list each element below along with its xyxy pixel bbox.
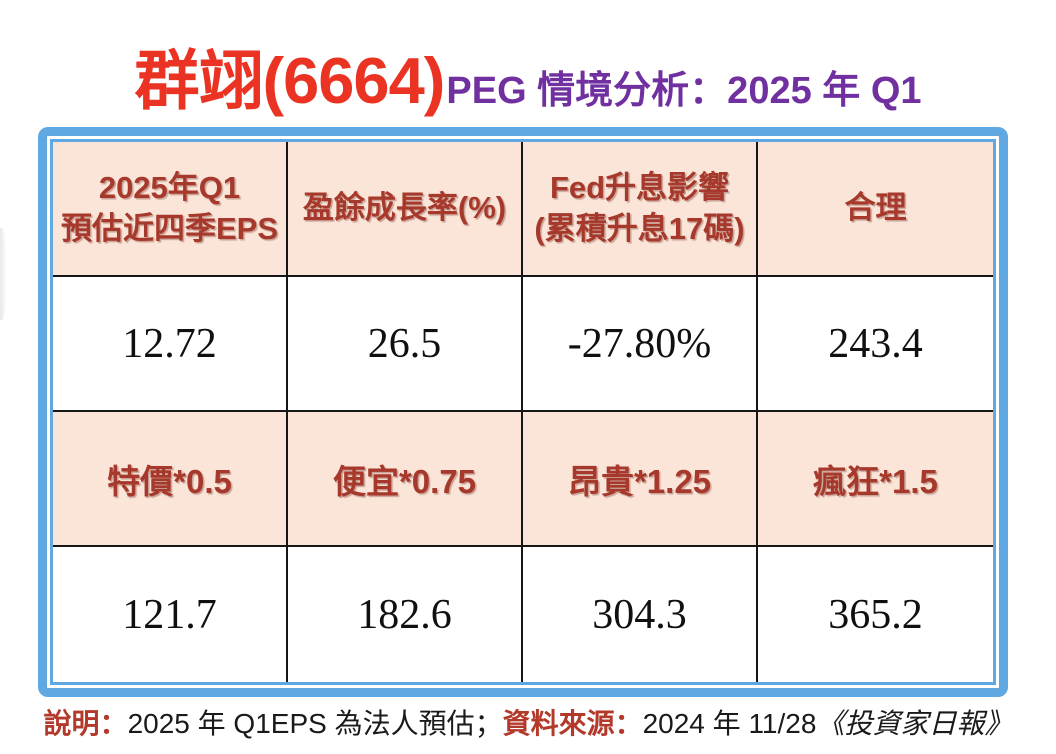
title-subtitle: PEG 情境分析：2025 年 Q1 — [446, 70, 922, 112]
header-row: 2025年Q1 預估近四季EPS 盈餘成長率(%) Fed升息影響 (累積升息1… — [53, 142, 993, 277]
table-cell: -27.80% — [523, 277, 758, 410]
cell-value: 12.72 — [122, 320, 217, 367]
table-cell: 243.4 — [758, 277, 993, 410]
header-text: 盈餘成長率(%) — [302, 190, 507, 226]
stray-artifact — [0, 228, 7, 320]
table-cell: 26.5 — [288, 277, 523, 410]
table-cell: 瘋狂*1.5 — [758, 412, 993, 545]
header-cell-growth: 盈餘成長率(%) — [288, 142, 523, 275]
header-text: Fed升息影響 — [549, 169, 730, 205]
header-cell-fed: Fed升息影響 (累積升息17碼) — [523, 142, 758, 275]
scenario-label: 便宜*0.75 — [332, 462, 477, 500]
cell-value: 182.6 — [357, 591, 452, 638]
header-cell-eps: 2025年Q1 預估近四季EPS — [53, 142, 288, 275]
table-cell: 12.72 — [53, 277, 288, 410]
header-text: 合理 — [844, 190, 907, 226]
header-text: 預估近四季EPS — [60, 210, 279, 246]
source-date: 2024 年 11/28 — [642, 708, 817, 739]
cell-value: 243.4 — [828, 320, 923, 367]
table-cell: 便宜*0.75 — [288, 412, 523, 545]
note-text: 2025 年 Q1EPS 為法人預估； — [127, 708, 503, 739]
stock-name: 群翊(6664) — [134, 44, 445, 117]
table-cell: 昂貴*1.25 — [523, 412, 758, 545]
note-label: 說明： — [43, 708, 128, 739]
source-label: 資料來源： — [502, 708, 643, 739]
cell-value: 26.5 — [367, 320, 442, 367]
cell-value: 365.2 — [828, 591, 923, 638]
table-frame: 2025年Q1 預估近四季EPS 盈餘成長率(%) Fed升息影響 (累積升息1… — [38, 127, 1008, 697]
cell-value: 121.7 — [122, 591, 217, 638]
scenario-label: 特價*0.5 — [107, 462, 232, 500]
table-cell: 365.2 — [758, 547, 993, 682]
header-cell-fair: 合理 — [758, 142, 993, 275]
header-text: 2025年Q1 — [98, 169, 241, 205]
table-cell: 特價*0.5 — [53, 412, 288, 545]
header-text: (累積升息17碼) — [534, 210, 745, 246]
table-cell: 121.7 — [53, 547, 288, 682]
table-cell: 182.6 — [288, 547, 523, 682]
values-row-1: 12.72 26.5 -27.80% 243.4 — [53, 277, 993, 412]
cell-value: 304.3 — [592, 591, 687, 638]
peg-table: 2025年Q1 預估近四季EPS 盈餘成長率(%) Fed升息影響 (累積升息1… — [50, 139, 996, 685]
values-row-2: 121.7 182.6 304.3 365.2 — [53, 547, 993, 682]
source-note: 說明：2025 年 Q1EPS 為法人預估；資料來源：2024 年 11/28《… — [0, 702, 1056, 742]
scenario-row: 特價*0.5 便宜*0.75 昂貴*1.25 瘋狂*1.5 — [53, 412, 993, 547]
table-cell: 304.3 — [523, 547, 758, 682]
scenario-label: 昂貴*1.25 — [567, 462, 712, 500]
source-publication: 《投資家日報》 — [816, 708, 1013, 739]
page-title: 群翊(6664) PEG 情境分析：2025 年 Q1 — [0, 28, 1056, 122]
scenario-label: 瘋狂*1.5 — [813, 462, 938, 500]
cell-value: -27.80% — [567, 320, 712, 367]
